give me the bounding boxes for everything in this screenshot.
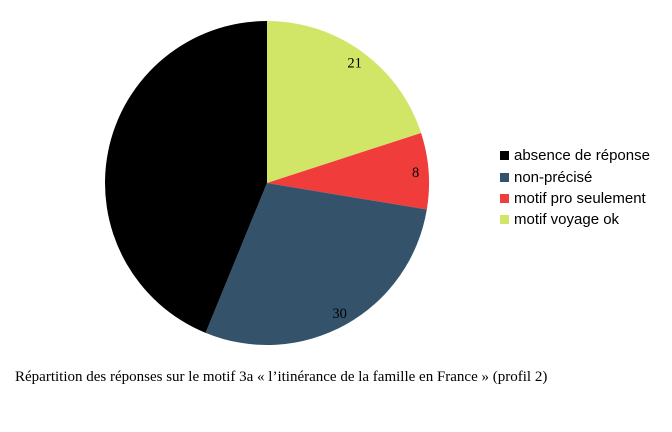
slice-data-label-non-precise: 30 [332,306,347,322]
legend-label: absence de réponse [514,147,650,165]
legend-label: non-précisé [514,168,593,186]
pie-slice-absence-de-reponse [105,21,268,333]
legend-swatch-blue-icon [500,172,509,182]
legend-item-motif-pro-seulement: motif pro seulement [500,188,650,209]
legend-label: motif voyage ok [514,211,620,229]
pie-slice-motif-pro-seulement [267,132,429,210]
pie-slice-non-precise [205,183,427,345]
legend-swatch-black-icon [500,151,509,161]
pie-slice-motif-voyage-ok [267,21,422,183]
legend-swatch-red-icon [500,193,509,203]
slice-data-label-motif-pro-seulement: 8 [412,165,419,181]
legend-item-non-precise: non-précisé [500,166,650,187]
legend-swatch-green-icon [500,215,509,225]
legend-item-absence-de-reponse: absence de réponse [500,145,650,166]
chart-caption: Répartition des réponses sur le motif 3a… [15,369,548,385]
legend: absence de réponse non-précisé motif pro… [500,145,650,231]
slice-data-label-motif-voyage-ok: 21 [347,55,362,71]
legend-label: motif pro seulement [514,189,646,207]
legend-item-motif-voyage-ok: motif voyage ok [500,209,650,230]
